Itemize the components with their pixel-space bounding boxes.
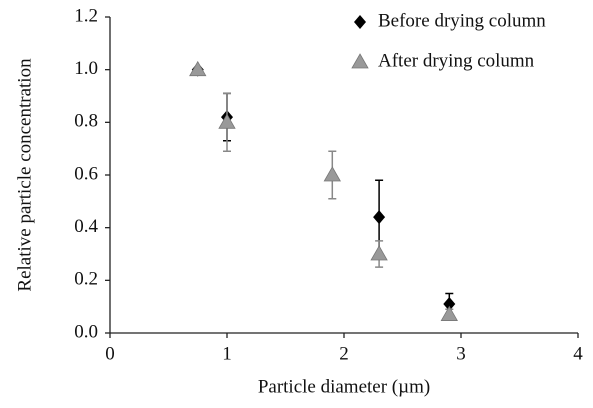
y-tick-label: 0.0 [74, 321, 98, 342]
marker [218, 113, 236, 129]
marker [370, 245, 388, 261]
y-tick-label: 0.4 [74, 216, 98, 237]
x-axis-label: Particle diameter (µm) [258, 376, 430, 397]
x-tick-label: 1 [222, 343, 232, 364]
y-tick-label: 0.6 [74, 163, 98, 184]
legend-marker [354, 15, 366, 29]
y-tick-label: 1.2 [74, 5, 98, 26]
marker [323, 166, 341, 182]
x-tick-label: 2 [339, 343, 349, 364]
x-tick-label: 0 [105, 343, 115, 364]
y-tick-label: 0.2 [74, 269, 98, 290]
marker [189, 60, 207, 77]
x-tick-label: 3 [456, 343, 466, 364]
legend-label: Before drying column [378, 10, 546, 31]
legend-marker [351, 53, 369, 69]
marker [443, 297, 456, 312]
marker [373, 210, 386, 225]
legend-label: After drying column [378, 50, 535, 71]
y-axis-label: Relative particle concentration [14, 58, 35, 292]
y-tick-label: 0.8 [74, 111, 98, 132]
x-tick-label: 4 [573, 343, 583, 364]
y-tick-label: 1.0 [74, 58, 98, 79]
marker [440, 305, 458, 321]
